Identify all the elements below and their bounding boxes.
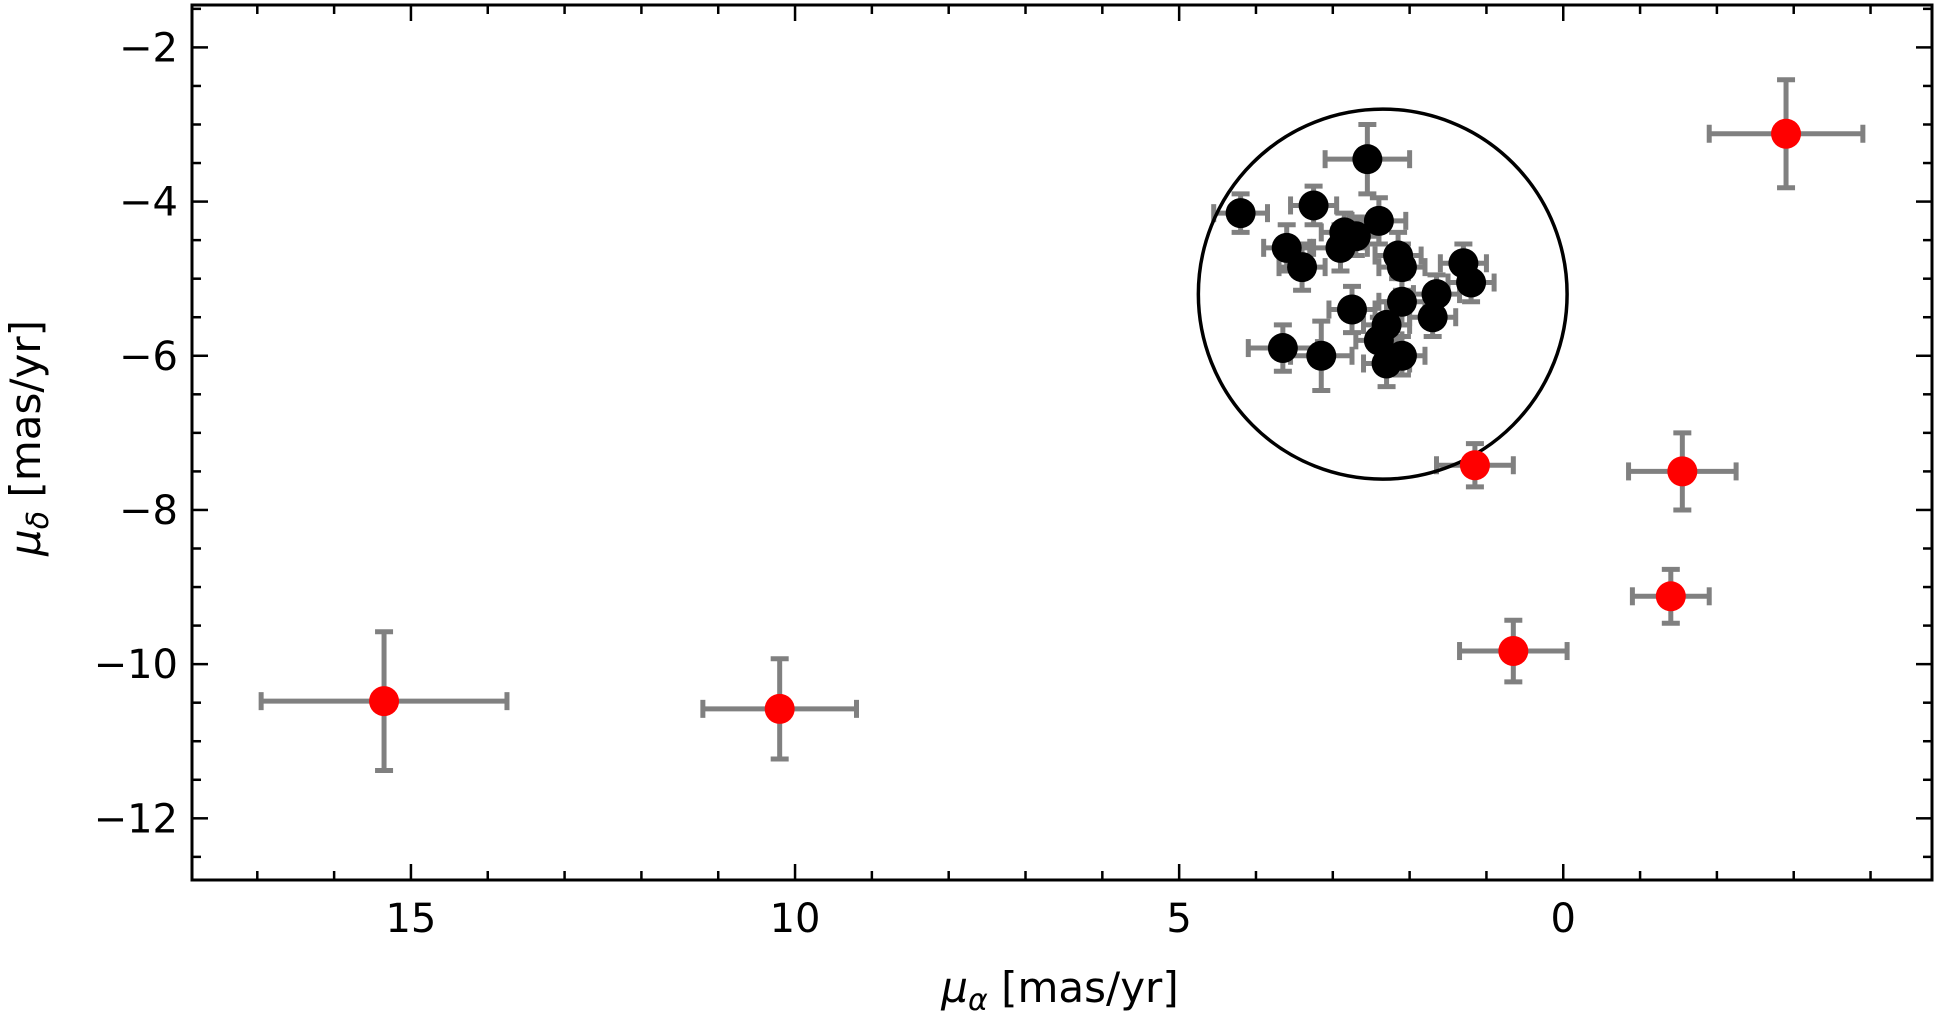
y-tick-label: −6 — [119, 334, 178, 380]
cluster-member-point — [1421, 279, 1452, 310]
y-tick-label: −12 — [94, 796, 178, 842]
cluster-member-point — [1287, 252, 1318, 283]
cluster-member-point — [1298, 190, 1329, 221]
outlier-point — [1498, 636, 1529, 667]
x-tick-label: 10 — [770, 896, 821, 942]
cluster-member-point — [1325, 232, 1356, 263]
plot-frame — [190, 3, 1934, 882]
y-tick-label: −2 — [119, 25, 178, 71]
cluster-member-point — [1386, 286, 1417, 317]
ticks-layer: 15 10 5 0 −2 −4 −6 −8 −10 −12 — [94, 5, 1932, 942]
cluster-member-point — [1363, 205, 1394, 236]
selection-circle-layer — [1196, 107, 1569, 481]
y-tick-label: −10 — [94, 642, 178, 688]
outlier-point — [369, 686, 400, 717]
cluster-selection-circle — [1196, 107, 1569, 481]
y-tick-label: −8 — [119, 488, 178, 534]
y-tick-label: −4 — [119, 180, 178, 226]
cluster-member-point — [1267, 333, 1298, 364]
cluster-member-point — [1225, 198, 1256, 229]
cluster-member-point — [1306, 340, 1337, 371]
outlier-point — [764, 693, 795, 724]
cluster-member-point — [1363, 325, 1394, 356]
outlier-point — [1667, 456, 1698, 487]
points-layer — [369, 118, 1802, 724]
x-tick-label: 0 — [1551, 896, 1576, 942]
outlier-point — [1771, 118, 1802, 149]
frame-layer — [190, 3, 1934, 882]
cluster-member-point — [1371, 348, 1402, 379]
cluster-member-point — [1352, 144, 1383, 175]
cluster-member-point — [1456, 267, 1487, 298]
cluster-member-point — [1337, 294, 1367, 325]
cluster-member-point — [1386, 252, 1417, 283]
y-axis-label: μδ [mas/yr] — [1, 320, 56, 557]
x-tick-label: 15 — [385, 896, 436, 942]
outlier-point — [1655, 581, 1686, 612]
outlier-point — [1459, 450, 1490, 481]
x-axis-label: μα [mas/yr] — [940, 963, 1178, 1017]
x-tick-label: 5 — [1166, 896, 1191, 942]
cluster-member-point — [1417, 302, 1448, 333]
errorbars-layer — [258, 77, 1866, 774]
